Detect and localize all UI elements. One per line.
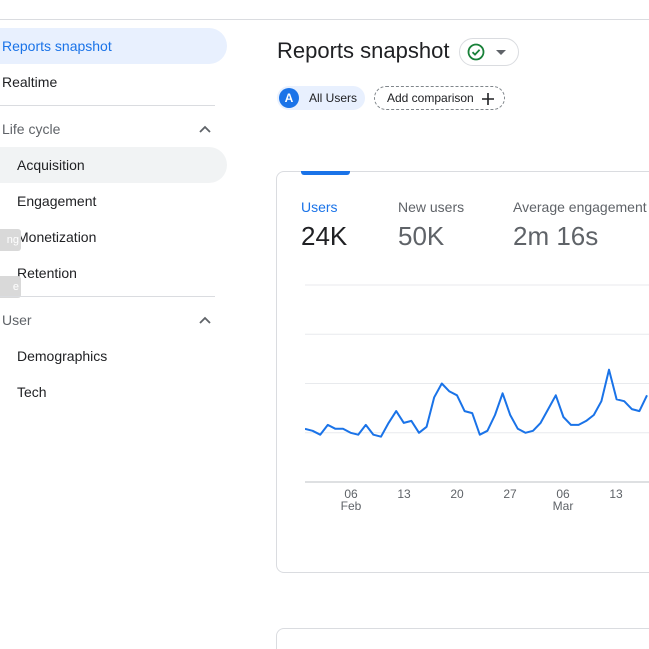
- status-dropdown-button[interactable]: [459, 38, 519, 66]
- x-tick-label: 13: [397, 487, 411, 501]
- sidebar-item-label: Acquisition: [17, 157, 85, 173]
- x-tick-month-label: Feb: [341, 499, 362, 513]
- sidebar-item-monetization[interactable]: Monetization: [0, 219, 227, 255]
- metric-value: 24K: [301, 221, 348, 251]
- top-bar: [0, 0, 649, 20]
- x-tick-label: 06: [344, 487, 358, 501]
- sidebar-item-label: Retention: [17, 265, 77, 281]
- sidebar-item-acquisition[interactable]: Acquisition: [0, 147, 227, 183]
- sidebar-item-label: Reports snapshot: [2, 38, 112, 54]
- section-lifecycle[interactable]: Life cycle: [0, 111, 227, 147]
- sidebar-item-label: Monetization: [17, 229, 97, 245]
- segment-chip-all-users[interactable]: A All Users: [277, 86, 365, 110]
- x-tick-label: 27: [503, 487, 517, 501]
- segment-avatar: A: [279, 88, 299, 108]
- page-title: Reports snapshot: [277, 38, 450, 63]
- sidebar-item-engagement[interactable]: Engagement: [0, 183, 227, 219]
- check-circle-icon: [467, 43, 485, 61]
- chevron-up-icon[interactable]: [197, 312, 213, 328]
- sidebar-divider: [0, 105, 215, 106]
- secondary-card: [276, 628, 649, 649]
- section-user[interactable]: User: [0, 302, 227, 338]
- sidebar-item-tech[interactable]: Tech: [0, 374, 227, 410]
- chevron-up-icon[interactable]: [197, 121, 213, 137]
- metric-tab-new-users[interactable]: New users 50K: [398, 199, 464, 252]
- sidebar-item-demographics[interactable]: Demographics: [0, 338, 227, 374]
- x-tick-month-label: Mar: [553, 499, 574, 513]
- x-tick-label: 20: [450, 487, 464, 501]
- section-label: Life cycle: [2, 121, 61, 137]
- add-comparison-label: Add comparison: [387, 91, 474, 105]
- sidebar-item-label: Engagement: [17, 193, 97, 209]
- sidebar-item-reports-snapshot[interactable]: Reports snapshot: [0, 28, 227, 64]
- edge-tag: e: [0, 276, 21, 298]
- plus-icon: [482, 93, 494, 105]
- metric-label: New users: [398, 199, 465, 215]
- sidebar-item-retention[interactable]: Retention: [0, 255, 227, 291]
- sidebar-item-label: Realtime: [2, 74, 58, 90]
- section-label: User: [2, 312, 32, 328]
- segment-label: All Users: [309, 91, 358, 105]
- edge-tag: ng: [0, 229, 21, 251]
- active-tab-indicator: [301, 171, 350, 175]
- metric-label: Users: [301, 199, 338, 215]
- x-tick-label: 13: [609, 487, 623, 501]
- sidebar-divider: [0, 296, 215, 297]
- metrics-card: [276, 171, 649, 573]
- metric-tab-average-engagement[interactable]: Average engagement 2m 16s: [513, 199, 647, 252]
- caret-down-icon: [496, 50, 506, 55]
- add-comparison-button[interactable]: Add comparison: [374, 86, 505, 110]
- metric-value: 50K: [398, 221, 445, 251]
- metric-label: Average engagement: [513, 199, 647, 215]
- sidebar-nav: Reports snapshot Realtime Life cycle Acq…: [0, 20, 240, 649]
- users-series-line: [305, 368, 648, 438]
- sidebar-item-realtime[interactable]: Realtime: [0, 64, 227, 100]
- sidebar-item-label: Demographics: [17, 348, 108, 364]
- sidebar-item-label: Tech: [17, 384, 47, 400]
- x-tick-label: 06: [556, 487, 570, 501]
- metric-value: 2m 16s: [513, 221, 599, 251]
- metric-tab-users[interactable]: Users 24K: [301, 199, 347, 252]
